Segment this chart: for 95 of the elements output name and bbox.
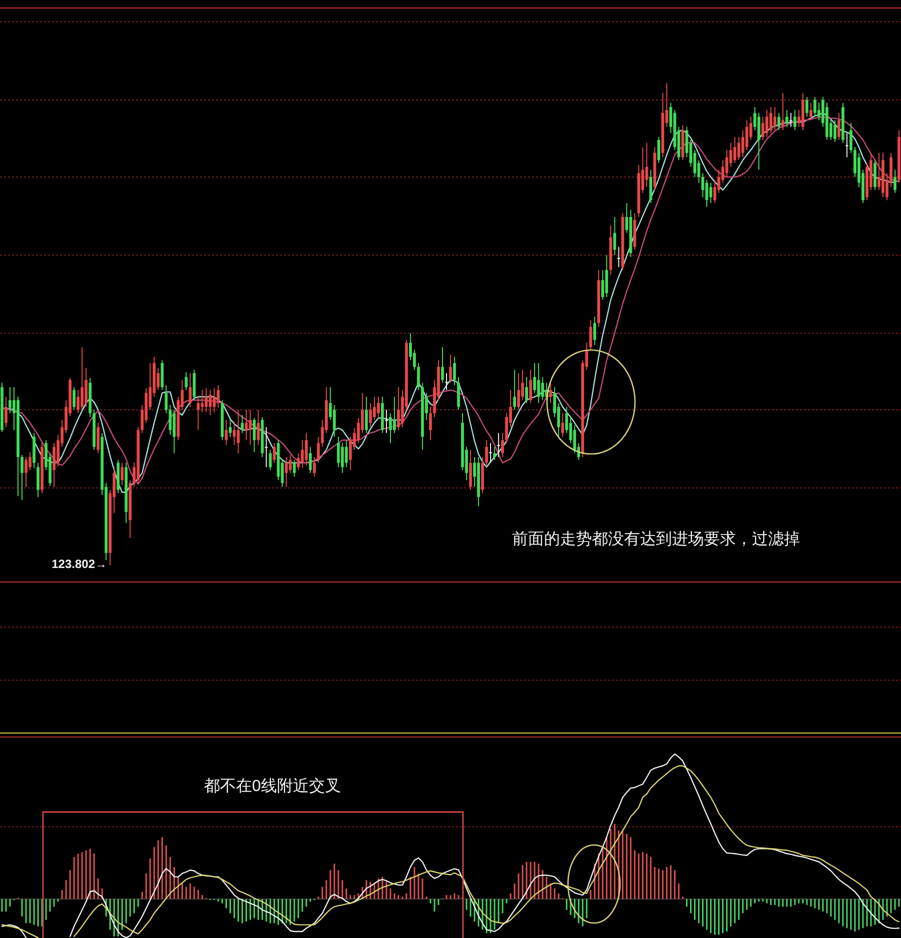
candlestick [737, 136, 740, 161]
candlestick [765, 109, 768, 138]
candlestick [228, 419, 232, 438]
candlestick [4, 396, 8, 428]
candlestick [24, 456, 28, 488]
candlestick [388, 412, 392, 444]
candlestick [364, 396, 368, 434]
candlestick [368, 402, 372, 428]
candlestick [200, 390, 204, 413]
candlestick [417, 362, 420, 391]
candlestick [497, 432, 500, 458]
candlestick [533, 362, 536, 394]
candlestick [445, 372, 448, 391]
candlestick [601, 270, 604, 300]
candlestick [773, 106, 776, 131]
candlestick [541, 376, 544, 401]
candlestick [372, 396, 376, 420]
candlestick [312, 456, 316, 478]
candlestick [529, 369, 532, 404]
candlestick [613, 216, 616, 256]
candlestick [485, 440, 488, 468]
candlestick [393, 396, 396, 434]
candlestick [52, 442, 56, 488]
candlestick [8, 386, 12, 414]
candlestick [878, 152, 880, 190]
candlestick [793, 109, 796, 131]
candlestick [813, 96, 816, 118]
annotation: 123.802→ [52, 557, 107, 571]
candlestick [537, 362, 540, 404]
candlestick [761, 116, 764, 140]
candlestick [284, 456, 288, 488]
candlestick [833, 120, 836, 142]
candlestick [441, 346, 444, 384]
candlestick [164, 384, 168, 414]
candlestick [76, 390, 80, 414]
candlestick [573, 424, 576, 454]
candlestick [785, 109, 788, 128]
candlestick [397, 386, 400, 431]
candlestick [292, 459, 296, 478]
annotation: 前面的走势都没有达到进场要求，过滤掉 [512, 530, 800, 548]
candlestick [733, 136, 736, 164]
candlestick [120, 462, 124, 486]
candlestick [493, 446, 496, 460]
candlestick [304, 432, 308, 466]
annotation: 都不在0线附近交叉 [204, 777, 341, 795]
candlestick [805, 96, 808, 118]
candlestick [72, 386, 76, 410]
candlestick [525, 376, 528, 404]
candlestick [384, 409, 388, 434]
candlestick [605, 254, 608, 298]
candlestick [589, 320, 592, 351]
candlestick [517, 372, 520, 410]
candlestick [453, 356, 456, 386]
candlestick [781, 92, 784, 131]
candlestick [513, 369, 516, 410]
candlestick [156, 367, 160, 391]
candlestick [28, 452, 32, 471]
candlestick [336, 436, 340, 468]
candlestick [296, 452, 300, 471]
candlestick [894, 169, 896, 194]
candlestick [196, 396, 200, 431]
candlestick [429, 406, 432, 441]
candlestick [80, 346, 84, 410]
candlestick [288, 454, 292, 474]
candlestick [449, 354, 452, 384]
candlestick [376, 396, 380, 418]
candlestick [340, 442, 344, 474]
candlestick [725, 150, 728, 178]
candlestick [489, 442, 492, 464]
candlestick [757, 112, 760, 170]
candlestick [332, 404, 336, 438]
candlestick [817, 102, 820, 121]
candlestick [837, 112, 840, 140]
candlestick [593, 316, 596, 346]
candlestick [232, 421, 236, 446]
candlestick [809, 102, 812, 121]
candlestick [777, 112, 780, 131]
candlestick [300, 440, 304, 469]
candlestick [789, 112, 792, 128]
candlestick [344, 440, 348, 468]
candlestick [549, 382, 552, 404]
candlestick [308, 446, 312, 474]
candlestick [348, 436, 352, 471]
candlestick [846, 132, 848, 158]
candlestick [96, 422, 100, 454]
candlestick [316, 436, 320, 464]
candlestick [561, 412, 564, 438]
candlestick [501, 432, 504, 458]
candlestick [20, 454, 24, 500]
candlestick [36, 462, 40, 498]
candlestick [745, 120, 748, 150]
candlestick [741, 130, 744, 158]
candlestick [84, 367, 88, 408]
candlestick [850, 122, 852, 154]
candlestick [769, 106, 772, 134]
